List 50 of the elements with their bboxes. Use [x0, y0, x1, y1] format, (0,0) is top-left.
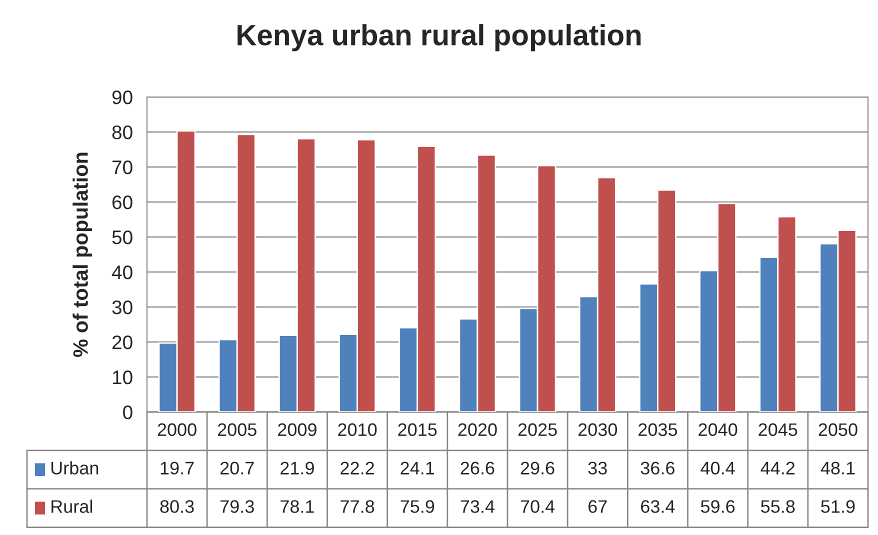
x-tick-label: 2035 — [638, 423, 678, 436]
y-tick-label: 80 — [112, 125, 132, 140]
data-label: 75.9 — [400, 500, 434, 513]
data-label: 70.4 — [520, 500, 555, 513]
data-label: 44.2 — [760, 462, 795, 474]
y-tick-label: 70 — [112, 160, 132, 174]
x-tick-label: 2015 — [398, 423, 437, 436]
y-tick-label: 90 — [112, 90, 132, 104]
data-label: 29.6 — [520, 462, 554, 474]
data-label: 79.3 — [220, 500, 254, 513]
y-tick-label: 10 — [112, 370, 132, 384]
data-label: 73.4 — [460, 500, 494, 513]
x-tick-label: 2050 — [818, 423, 858, 436]
data-label: 40.4 — [700, 462, 735, 474]
y-tick-label: 0 — [123, 405, 132, 420]
data-label: 48.1 — [820, 462, 855, 474]
data-label: 26.6 — [460, 462, 494, 474]
y-tick-label: 30 — [112, 300, 132, 314]
data-label: 20.7 — [220, 462, 254, 474]
y-axis-title: % of total population — [72, 152, 92, 357]
x-tick-label: 2005 — [218, 423, 256, 436]
data-label: 59.6 — [700, 500, 735, 513]
data-label: 78.1 — [280, 500, 314, 513]
data-label: 67 — [588, 500, 607, 513]
data-label: 19.7 — [160, 462, 194, 474]
legend-label: Urban — [51, 461, 98, 474]
x-tick-label: 2009 — [278, 423, 316, 436]
x-tick-label: 2010 — [338, 423, 377, 436]
data-label: 33 — [588, 462, 607, 474]
x-tick-label: 2000 — [158, 423, 196, 436]
data-label: 77.8 — [340, 500, 374, 513]
x-tick-label: 2025 — [518, 423, 557, 436]
data-label: 22.2 — [340, 462, 374, 474]
data-label: 80.3 — [160, 500, 194, 513]
x-tick-label: 2045 — [758, 423, 798, 436]
x-tick-label: 2020 — [458, 423, 497, 436]
data-label: 55.8 — [761, 500, 795, 513]
y-tick-label: 40 — [112, 265, 132, 280]
data-label: 21.9 — [280, 462, 314, 474]
y-tick-label: 20 — [112, 335, 132, 350]
data-label: 24.1 — [400, 462, 434, 474]
y-tick-label: 50 — [112, 230, 132, 244]
data-label: 51.9 — [821, 500, 855, 513]
x-tick-label: 2030 — [578, 423, 618, 436]
data-label: 36.6 — [640, 462, 674, 474]
data-label: 63.4 — [641, 500, 675, 513]
chart-title: Kenya urban rural population — [238, 24, 641, 52]
legend-label: Rural — [52, 500, 92, 513]
y-tick-label: 60 — [112, 195, 132, 210]
x-tick-label: 2040 — [698, 423, 738, 436]
